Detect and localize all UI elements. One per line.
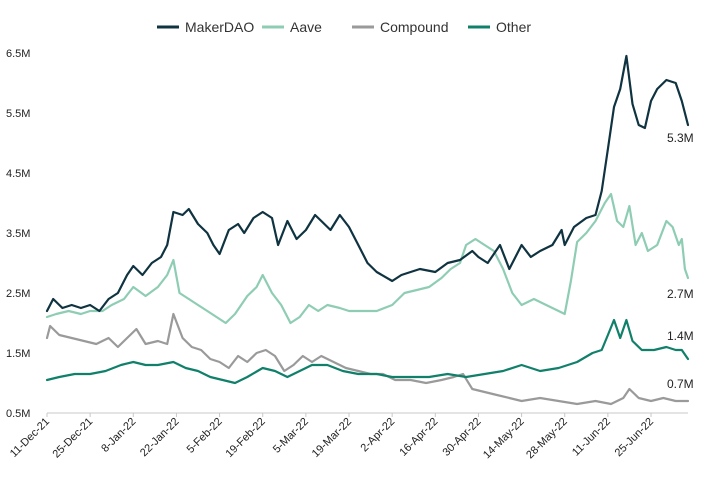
- y-axis: 0.5M 1.5M 2.5M 3.5M 4.5M 5.5M 6.5M: [6, 48, 30, 420]
- y-tick-label: 5.5M: [6, 108, 30, 120]
- end-label-aave: 2.7M: [667, 287, 694, 301]
- x-tick-label: 22-Jan-22: [138, 416, 182, 460]
- series-line-compound: [45, 312, 690, 406]
- y-tick-label: 1.5M: [6, 348, 30, 360]
- y-tick-label: 6.5M: [6, 48, 30, 60]
- x-tick-label: 25-Jun-22: [613, 416, 657, 460]
- end-label-compound: 0.7M: [667, 377, 694, 391]
- y-tick-label: 2.5M: [6, 288, 30, 300]
- legend-label-aave: Aave: [290, 19, 322, 35]
- end-label-makerdao: 5.3M: [667, 131, 694, 145]
- legend-label-compound: Compound: [380, 19, 449, 35]
- legend-label-makerdao: MakerDAO: [185, 19, 254, 35]
- x-tick-label: 19-Mar-22: [310, 416, 354, 460]
- x-tick-label: 11-Dec-21: [8, 416, 52, 460]
- end-label-other: 1.4M: [667, 329, 694, 343]
- x-tick-label: 2-Apr-22: [359, 416, 398, 455]
- legend-item-makerdao: MakerDAO: [157, 19, 254, 35]
- plot-area: [45, 54, 690, 406]
- series-line-aave: [45, 192, 690, 325]
- x-tick-label: 5-Feb-22: [185, 416, 225, 456]
- y-tick-label: 0.5M: [6, 408, 30, 420]
- x-tick-label: 30-Apr-22: [440, 416, 483, 459]
- x-tick-label: 28-May-22: [524, 416, 570, 462]
- legend-item-other: Other: [468, 19, 531, 35]
- x-tick-label: 11-Jun-22: [570, 416, 613, 459]
- end-labels: 5.3M 2.7M 0.7M 1.4M: [667, 131, 694, 391]
- x-tick-label: 5-Mar-22: [271, 416, 311, 456]
- y-tick-label: 4.5M: [6, 168, 30, 180]
- x-tick-label: 16-Apr-22: [397, 416, 440, 459]
- y-tick-label: 3.5M: [6, 228, 30, 240]
- legend-label-other: Other: [496, 19, 531, 35]
- x-tick-label: 8-Jan-22: [99, 416, 138, 455]
- legend-item-aave: Aave: [262, 19, 322, 35]
- x-tick-label: 14-May-22: [481, 416, 527, 462]
- x-tick-label: 25-Dec-21: [50, 416, 95, 461]
- x-tick-label: 19-Feb-22: [223, 416, 267, 460]
- legend-item-compound: Compound: [352, 19, 449, 35]
- legend: MakerDAO Aave Compound Other: [157, 19, 531, 35]
- series-line-other: [45, 318, 690, 385]
- series-line-makerdao: [45, 54, 690, 313]
